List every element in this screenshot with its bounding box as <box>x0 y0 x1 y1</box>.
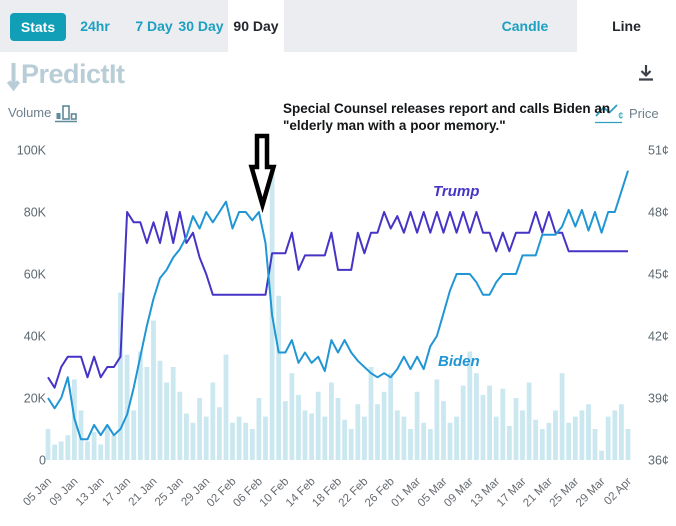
svg-text:17 Jan: 17 Jan <box>100 476 133 509</box>
svg-text:13 Jan: 13 Jan <box>74 476 107 509</box>
svg-text:60K: 60K <box>24 268 47 282</box>
tab-7-day[interactable]: 7 Day <box>135 18 173 34</box>
annotation-line-1: Special Counsel releases report and call… <box>283 101 611 116</box>
tab-line[interactable]: Line <box>577 0 676 52</box>
price-line-icon: ¢ <box>595 104 624 124</box>
trump-series-label: Trump <box>433 183 479 200</box>
price-toggle[interactable]: ¢ Price <box>595 103 659 124</box>
left-axis-volume-ticks: 0 20K 40K 60K 80K 100K <box>17 144 47 468</box>
svg-text:42¢: 42¢ <box>648 330 669 344</box>
trump-line <box>47 211 628 389</box>
svg-text:39¢: 39¢ <box>648 392 669 406</box>
svg-text:02 Apr: 02 Apr <box>602 476 634 508</box>
logo-down-arrow-icon <box>6 63 21 92</box>
svg-text:45¢: 45¢ <box>648 268 669 282</box>
volume-bars-series <box>45 165 631 460</box>
svg-text:29 Mar: 29 Mar <box>574 476 608 510</box>
annotation-text: Special Counsel releases report and call… <box>283 101 613 134</box>
predictit-logo: PredictIt <box>6 59 125 95</box>
volume-label: Volume <box>8 105 52 120</box>
download-button[interactable] <box>635 62 657 84</box>
biden-series-label: Biden <box>438 353 480 370</box>
svg-text:0: 0 <box>39 454 46 468</box>
svg-text:09 Jan: 09 Jan <box>48 476 81 509</box>
tab-90-day[interactable]: 90 Day <box>228 0 284 52</box>
svg-text:48¢: 48¢ <box>648 206 669 220</box>
download-icon <box>639 65 653 81</box>
svg-text:51¢: 51¢ <box>648 144 669 158</box>
svg-text:20K: 20K <box>24 392 47 406</box>
volume-toggle[interactable]: Volume <box>8 102 79 123</box>
tab-candle[interactable]: Candle <box>501 18 549 34</box>
svg-text:05 Jan: 05 Jan <box>21 476 54 509</box>
svg-text:40K: 40K <box>24 330 47 344</box>
volume-bars-icon <box>55 105 78 123</box>
tab-24hr[interactable]: 24hr <box>80 18 110 34</box>
svg-text:¢: ¢ <box>618 111 624 122</box>
right-axis-price-ticks: 36¢ 39¢ 42¢ 45¢ 48¢ 51¢ <box>648 144 669 468</box>
tab-30-day[interactable]: 30 Day <box>178 18 224 34</box>
stats-button[interactable]: Stats <box>10 13 66 41</box>
svg-text:36¢: 36¢ <box>648 454 669 468</box>
svg-text:25 Jan: 25 Jan <box>153 476 186 509</box>
series-labels: Trump Biden <box>433 183 480 370</box>
logo-text: PredictIt <box>21 59 125 89</box>
toolbar: Stats 24hr 7 Day 30 Day 90 Day Candle Li… <box>0 0 676 52</box>
annotation-line-2: "elderly man with a poor memory." <box>283 117 506 133</box>
svg-text:21 Jan: 21 Jan <box>127 476 160 509</box>
svg-text:80K: 80K <box>24 206 47 220</box>
annotation-arrow <box>248 133 277 214</box>
price-label: Price <box>629 106 659 121</box>
price-lines <box>47 170 629 441</box>
svg-text:100K: 100K <box>17 144 47 158</box>
biden-line <box>47 170 629 441</box>
